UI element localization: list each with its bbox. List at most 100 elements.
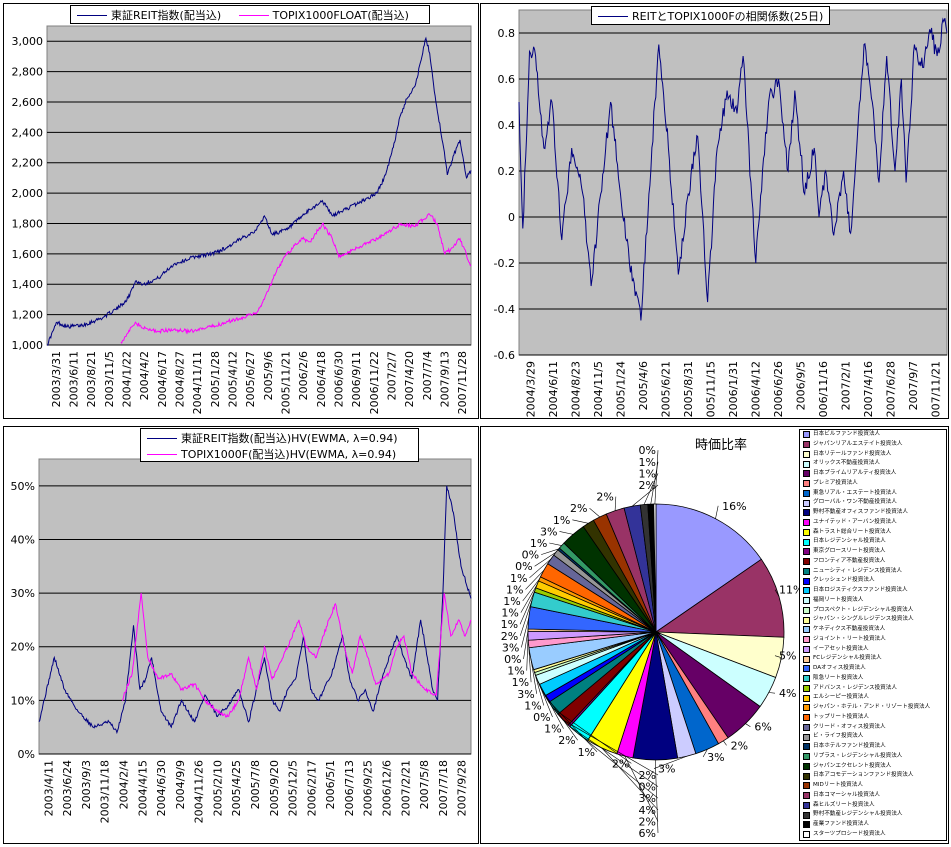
hv-chart-panel: 0% 10% 20% 30% 40% 50% 2003/4/11 2003/6/24 2003/… bbox=[3, 426, 479, 844]
y-tick-label: 1,000 bbox=[12, 339, 44, 352]
y-tick-label: -0.4 bbox=[494, 303, 515, 316]
pie-legend-item: スターツプロシード投資法人 bbox=[800, 830, 946, 840]
legend-swatch bbox=[803, 772, 810, 780]
pie-leader-line bbox=[530, 658, 537, 694]
legend-item-reit-hv: 東証REIT指数(配当込)HV(EWMA, λ=0.94) bbox=[147, 432, 398, 445]
pie-data-label: 1% bbox=[639, 467, 656, 480]
x-tick-label: 2006/9/5 bbox=[795, 361, 808, 410]
pie-legend-item: 産業ファンド投資法人 bbox=[800, 820, 946, 830]
pie-legend-item: 阪急リート投資法人 bbox=[800, 674, 946, 684]
pie-data-label: 2% bbox=[501, 630, 518, 643]
legend-label: 日本コマーシャル投資法人 bbox=[813, 791, 881, 798]
x-tick-label: 2003/6/24 bbox=[61, 760, 74, 816]
pie-legend-item: ニューシティ・レジデンス投資法人 bbox=[800, 567, 946, 577]
legend-item-topix-hv: TOPIX1000F(配当込)HV(EWMA, λ=0.94) bbox=[147, 448, 396, 461]
pie-legend-item: 日本コマーシャル投資法人 bbox=[800, 791, 946, 801]
pie-data-label: 3% bbox=[502, 641, 519, 654]
pie-data-label: 1% bbox=[501, 618, 518, 631]
pie-legend-item: イーアセット投資法人 bbox=[800, 645, 946, 655]
legend-label: 東急リアル・エステート投資法人 bbox=[813, 489, 897, 496]
pie-leader-line bbox=[774, 589, 780, 597]
pie-data-label: 2% bbox=[612, 757, 629, 770]
pie-data-label: 1% bbox=[553, 514, 570, 527]
pie-data-label: 0% bbox=[533, 711, 550, 724]
legend-label: MIDリート投資法人 bbox=[813, 782, 863, 788]
legend-label: 産業ファンド投資法人 bbox=[813, 821, 869, 827]
y-tick-label: 0.4 bbox=[498, 119, 516, 132]
x-tick-label: 2003/9/3 bbox=[80, 760, 93, 809]
y-tick-label: 1,600 bbox=[12, 248, 44, 261]
legend-label: 野村不動産オフィスファンド投資法人 bbox=[813, 509, 908, 515]
y-tick-label: 2,800 bbox=[12, 66, 44, 79]
pie-data-label: 1% bbox=[524, 699, 541, 712]
legend-label: 日本リテールファンド投資法人 bbox=[813, 450, 892, 457]
x-tick-label: 2006/5/1 bbox=[324, 760, 337, 809]
legend-swatch bbox=[803, 470, 810, 478]
legend-label: 日本アコモデーションファンド投資法人 bbox=[813, 772, 914, 779]
x-tick-label: 2006/11/16 bbox=[817, 361, 830, 418]
pie-data-label: 0% bbox=[522, 549, 539, 562]
x-tick-label: 2005/7/8 bbox=[249, 760, 262, 809]
x-tick-label: 2006/9/11 bbox=[350, 351, 363, 407]
legend-label: エルシーピー投資法人 bbox=[813, 694, 869, 701]
pie-leader-line bbox=[631, 484, 659, 507]
x-tick-label: 2003/8/21 bbox=[85, 351, 98, 407]
hv-chart: 0% 10% 20% 30% 40% 50% 2003/4/11 2003/6/24 2003/… bbox=[11, 458, 472, 823]
x-tick-label: 2004/11/11 bbox=[191, 351, 204, 414]
y-tick-label: 3,000 bbox=[12, 35, 44, 48]
legend-swatch bbox=[803, 723, 810, 731]
x-tick-label: 2003/3/31 bbox=[50, 351, 63, 407]
legend-label: 東証REIT指数(配当込) bbox=[111, 8, 222, 22]
legend-label: ジャパンリアルエステイト投資法人 bbox=[813, 440, 903, 447]
x-tick-label: 2004/2/4 bbox=[118, 760, 131, 809]
pie-data-label: 3% bbox=[658, 763, 675, 776]
x-tick-label: 2005/4/25 bbox=[230, 760, 243, 816]
legend-swatch bbox=[803, 636, 810, 644]
x-tick-label: 2007/2/21 bbox=[399, 760, 412, 816]
legend-label: 森トラスト総合リート投資法人 bbox=[813, 528, 892, 535]
pie-legend-item: 日本アコモデーションファンド投資法人 bbox=[800, 771, 946, 781]
pie-leader-line bbox=[533, 671, 545, 706]
pie-legend-item: ジャパン・シングルレジデンス投資法人 bbox=[800, 615, 946, 625]
pie-leader-line bbox=[723, 740, 727, 746]
legend-label: ジョイント・リート投資法人 bbox=[813, 635, 886, 642]
x-tick-label: 2007/9/28 bbox=[456, 760, 469, 816]
pie-data-label: 1% bbox=[544, 723, 561, 736]
legend-label: 日本ビルファンド投資法人 bbox=[813, 431, 881, 437]
legend-label: 野村不動産レジデンシャル投資法人 bbox=[813, 811, 903, 818]
pie-data-label: 2% bbox=[731, 739, 748, 752]
x-tick-label: 2006/4/18 bbox=[315, 351, 328, 407]
pie-leader-line bbox=[774, 655, 782, 658]
legend-label: 阪急リート投資法人 bbox=[813, 674, 864, 681]
legend-swatch bbox=[803, 538, 810, 546]
legend-label: ケネディクス不動産投資法人 bbox=[813, 626, 886, 632]
y-tick-label: 1,800 bbox=[12, 217, 44, 230]
legend-label: ジャパン・シングルレジデンス投資法人 bbox=[813, 616, 914, 623]
legend-label: プロスペクト・レジデンシャル投資法人 bbox=[813, 606, 914, 613]
legend-label: 日本レジデンシャル投資法人 bbox=[813, 538, 886, 545]
pie-legend: 日本ビルファンド投資法人ジャパンリアルエステイト投資法人 日本リテールファンド投資… bbox=[799, 429, 947, 841]
x-tick-label: 2004/8/23 bbox=[569, 361, 582, 417]
pie-leader-line bbox=[568, 725, 659, 787]
pie-data-label: 1% bbox=[530, 537, 547, 550]
pie-legend-item: 日本レジデンシャル投資法人 bbox=[800, 537, 946, 547]
correlation-chart: -0.6 -0.4 -0.2 0 0.2 0.4 0.6 0.8 2004/3/29 2004/6… bbox=[494, 9, 948, 424]
pie-slice bbox=[653, 503, 657, 633]
pie-legend-item: 東京グロースリート投資法人 bbox=[800, 547, 946, 557]
plot-area bbox=[38, 458, 472, 755]
pie-legend-item: 日本ロジスティクスファンド投資法人 bbox=[800, 586, 946, 596]
pie-leader-line bbox=[529, 559, 551, 579]
legend-label: クレッシェンド投資法人 bbox=[813, 577, 875, 584]
x-tick-label: 2003/11/18 bbox=[99, 760, 112, 823]
x-tick-label: 2007/11/28 bbox=[456, 351, 469, 414]
pie-legend-item: FCレジデンシャル投資法人 bbox=[800, 654, 946, 664]
pie-legend-item: ジョイント・リート投資法人 bbox=[800, 635, 946, 645]
y-tick-label: 0 bbox=[508, 211, 515, 224]
pie-leader-line bbox=[653, 755, 687, 769]
legend-label: リプラス・レジデンシャル投資法人 bbox=[813, 752, 903, 759]
legend-swatch bbox=[803, 597, 810, 605]
hv-legend: 東証REIT指数(配当込)HV(EWMA, λ=0.94) TOPIX1000F… bbox=[140, 428, 419, 462]
pie-data-label: 1% bbox=[510, 572, 527, 585]
legend-label: 福岡リート投資法人 bbox=[813, 596, 864, 603]
corr-legend: REITとTOPIX1000Fの相関係数(25日) bbox=[591, 6, 831, 25]
